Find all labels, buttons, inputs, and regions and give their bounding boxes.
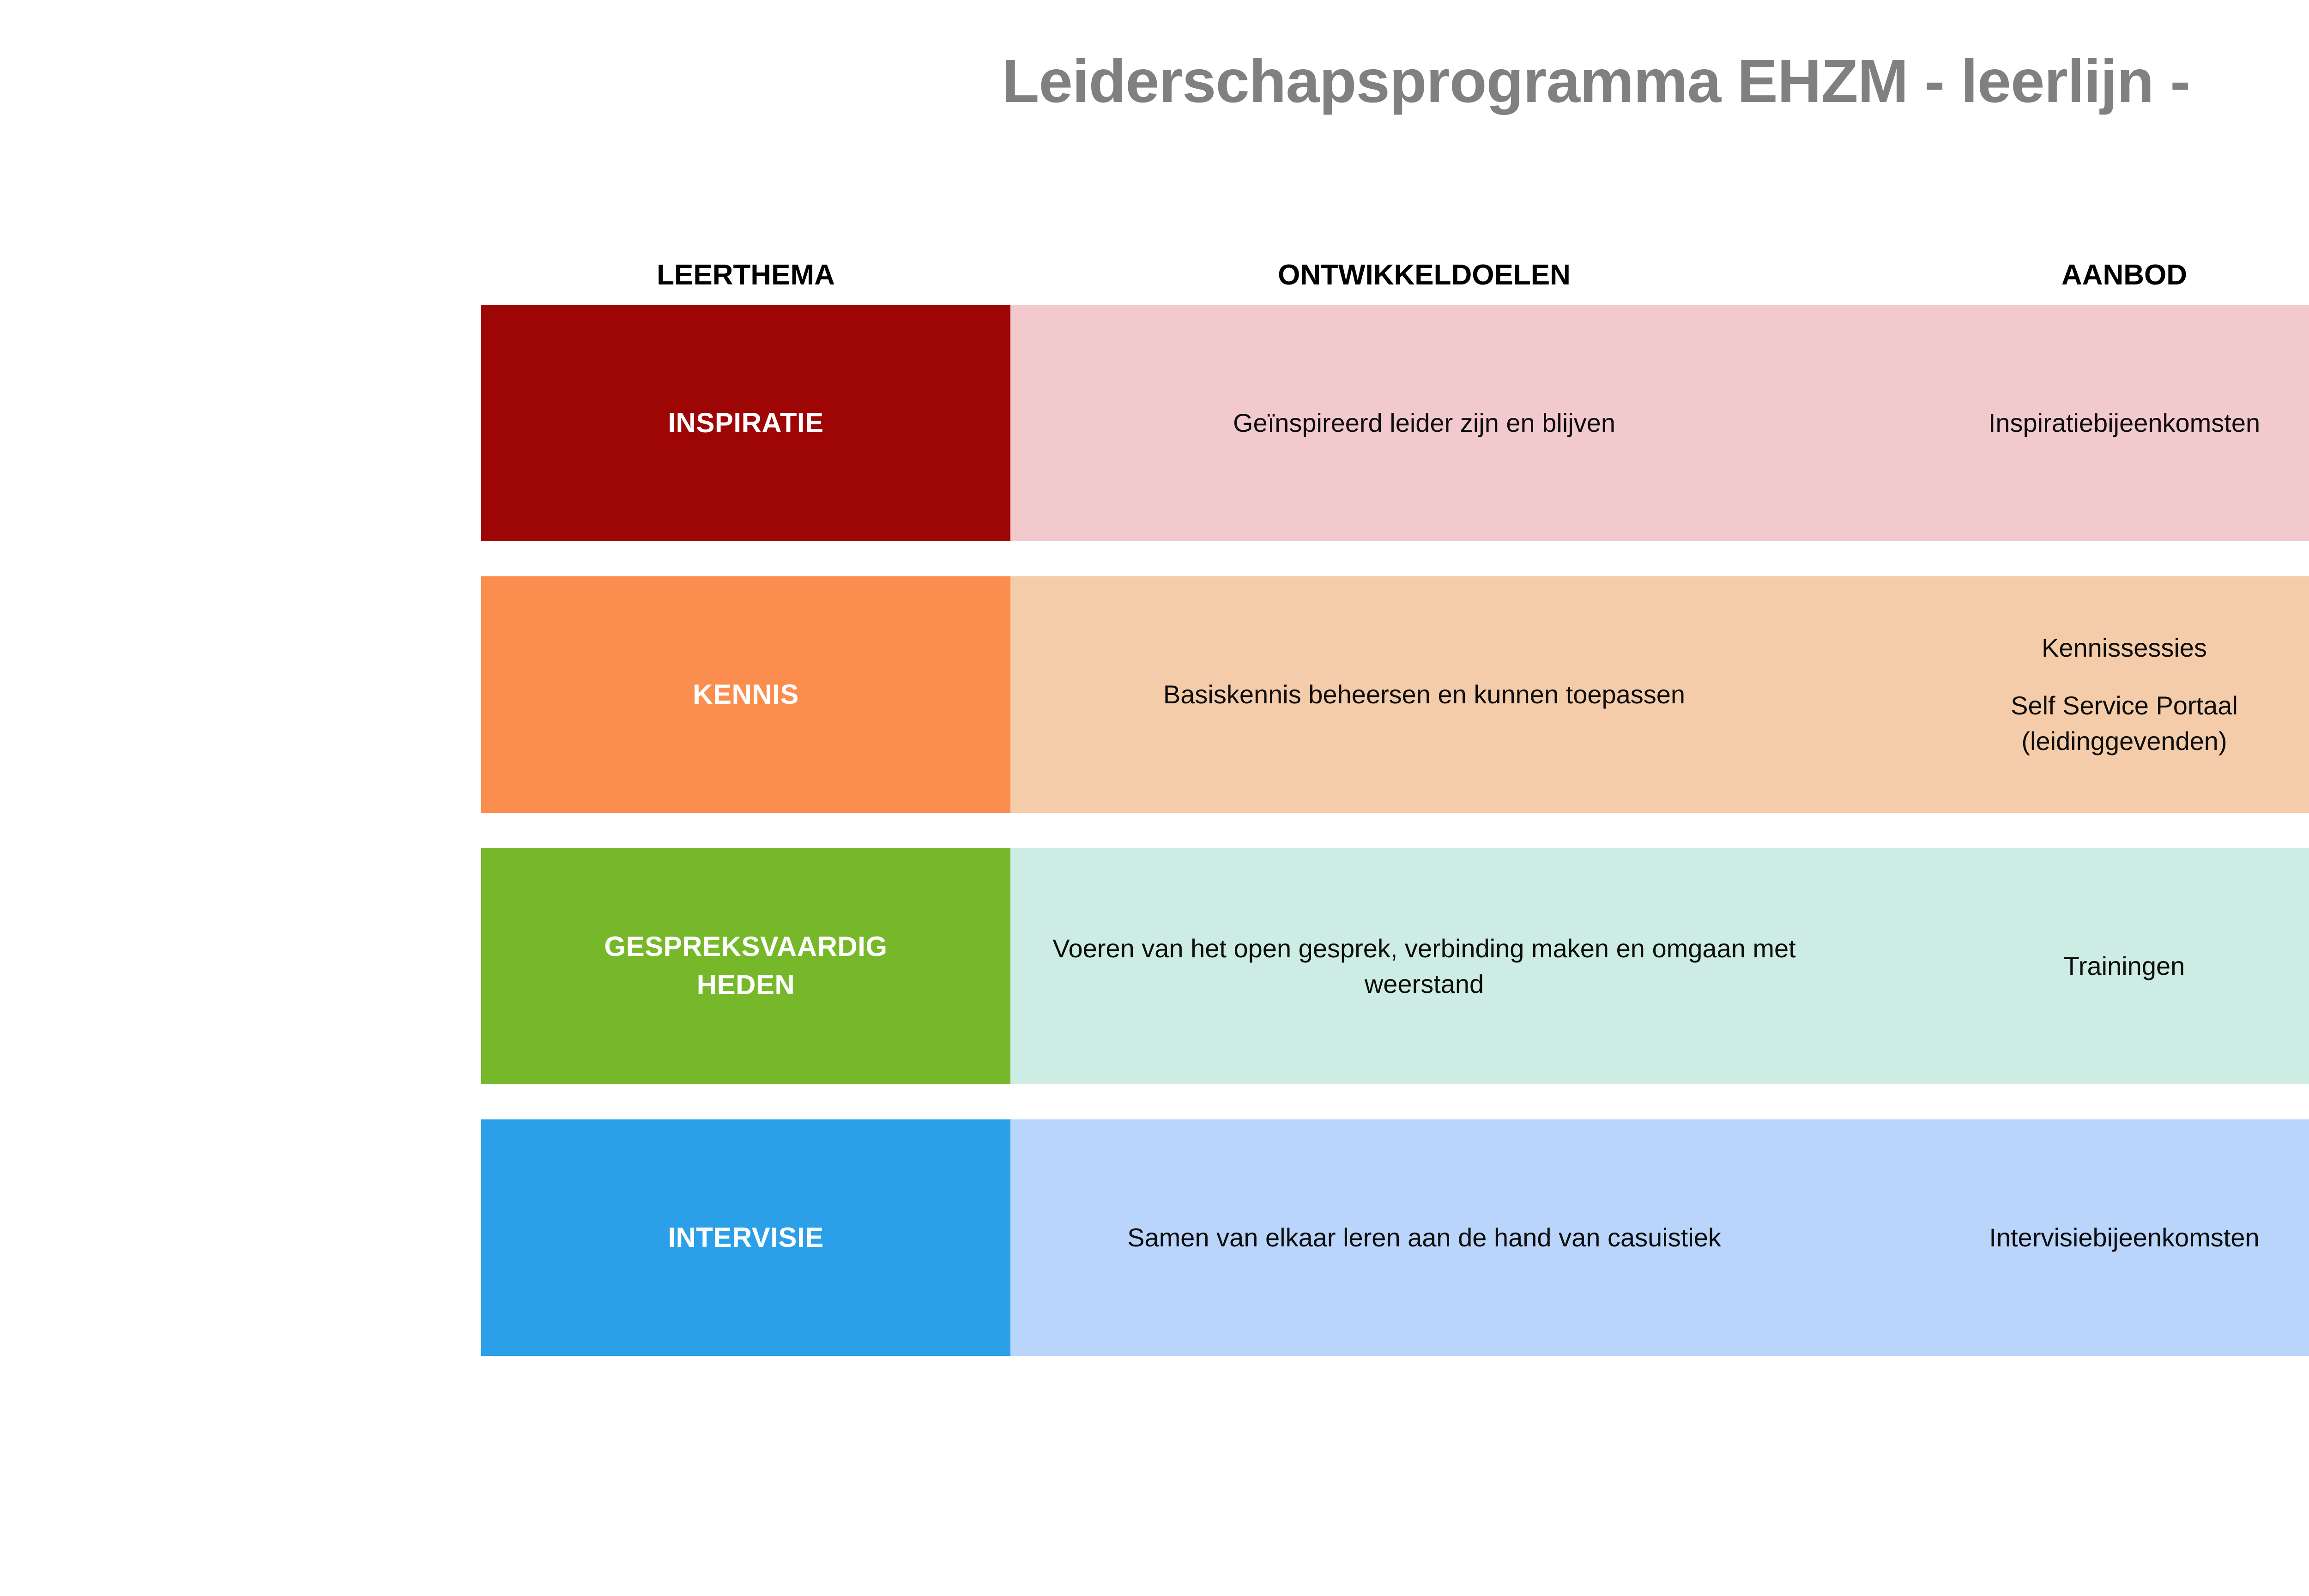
table-row: KENNIS Basiskennis beheersen en kunnen t…: [481, 576, 2309, 813]
column-header-leerthema: LEERTHEMA: [657, 259, 835, 291]
table-row: GESPREKSVAARDIG HEDEN Voeren van het ope…: [481, 848, 2309, 1084]
row-body-kennis: Basiskennis beheersen en kunnen toepasse…: [1010, 576, 2309, 813]
column-header-aanbod: AANBOD: [2061, 259, 2188, 291]
goal-text: Voeren van het open gesprek, verbinding …: [1052, 933, 1796, 998]
theme-cell-gespreksvaardigheden[interactable]: GESPREKSVAARDIG HEDEN: [481, 848, 1010, 1084]
goal-cell: Basiskennis beheersen en kunnen toepasse…: [1010, 677, 1838, 712]
row-body-intervisie: Samen van elkaar leren aan de hand van c…: [1010, 1119, 2309, 1356]
offer-line-2: Self Service Portaal: [2011, 691, 2238, 720]
offer-text: Inspiratiebijeenkomsten: [1988, 408, 2261, 438]
offer-line-3: (leidinggevenden): [2021, 726, 2227, 756]
theme-label: INSPIRATIE: [668, 407, 824, 438]
row-body-gespreksvaardigheden: Voeren van het open gesprek, verbinding …: [1010, 848, 2309, 1084]
offer-line-1: Kennissessies: [2042, 633, 2207, 663]
offer-text: Intervisiebijeenkomsten: [1989, 1223, 2260, 1252]
goal-text: Geïnspireerd leider zijn en blijven: [1233, 408, 1615, 438]
goal-text: Basiskennis beheersen en kunnen toepasse…: [1163, 680, 1686, 709]
table-row: INTERVISIE Samen van elkaar leren aan de…: [481, 1119, 2309, 1356]
goal-cell: Samen van elkaar leren aan de hand van c…: [1010, 1220, 1838, 1255]
offer-text-multiline: Kennissessies Self Service Portaal (leid…: [2011, 630, 2238, 759]
goal-text: Samen van elkaar leren aan de hand van c…: [1127, 1223, 1721, 1252]
page-title: Leiderschapsprogramma EHZM - leerlijn -: [1002, 47, 2190, 115]
column-header-row: LEERTHEMA ONTWIKKELDOELEN AANBOD: [481, 245, 2309, 305]
theme-label: INTERVISIE: [668, 1221, 824, 1253]
offer-cell: Trainingen: [1838, 948, 2309, 984]
offer-cell: Intervisiebijeenkomsten: [1838, 1220, 2309, 1255]
theme-cell-intervisie[interactable]: INTERVISIE: [481, 1119, 1010, 1356]
row-body-inspiratie: Geïnspireerd leider zijn en blijven Insp…: [1010, 305, 2309, 541]
theme-line-1: GESPREKSVAARDIG: [604, 931, 888, 962]
column-header-ontwikkeldoelen: ONTWIKKELDOELEN: [1278, 259, 1571, 291]
theme-cell-inspiratie[interactable]: INSPIRATIE: [481, 305, 1010, 541]
offer-text: Trainingen: [2063, 951, 2185, 981]
goal-cell: Geïnspireerd leider zijn en blijven: [1010, 405, 1838, 441]
theme-cell-kennis[interactable]: KENNIS: [481, 576, 1010, 813]
offer-spacer: [2011, 666, 2238, 688]
theme-label: KENNIS: [693, 678, 799, 710]
goal-cell: Voeren van het open gesprek, verbinding …: [1010, 931, 1838, 1002]
table-row: INSPIRATIE Geïnspireerd leider zijn en b…: [481, 305, 2309, 541]
theme-label-multiline: GESPREKSVAARDIG HEDEN: [604, 928, 887, 1004]
offer-cell: Kennissessies Self Service Portaal (leid…: [1838, 630, 2309, 759]
learning-path-matrix: LEERTHEMA ONTWIKKELDOELEN AANBOD INSPIRA…: [481, 245, 2309, 1356]
theme-line-2: HEDEN: [696, 969, 795, 1000]
offer-cell: Inspiratiebijeenkomsten: [1838, 405, 2309, 441]
